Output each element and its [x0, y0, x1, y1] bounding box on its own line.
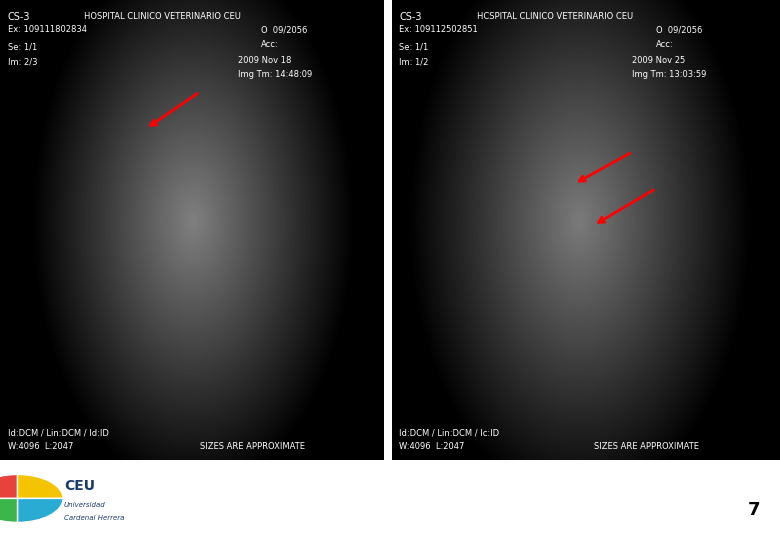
Text: Im: 2/3: Im: 2/3	[8, 57, 37, 66]
Text: HOSPITAL CLINICO VETERINARIO CEU: HOSPITAL CLINICO VETERINARIO CEU	[84, 11, 241, 21]
Text: 2009 Nov 18: 2009 Nov 18	[238, 56, 291, 65]
Wedge shape	[17, 498, 63, 522]
Text: W:4096  L:2047: W:4096 L:2047	[8, 442, 73, 451]
Text: Universidad: Universidad	[64, 502, 105, 508]
Text: CEU: CEU	[64, 478, 95, 492]
Wedge shape	[17, 475, 63, 498]
Text: SIZES ARE APPROXIMATE: SIZES ARE APPROXIMATE	[594, 442, 699, 451]
Text: W:4096  L:2047: W:4096 L:2047	[399, 442, 465, 451]
Text: Acc:: Acc:	[261, 40, 278, 50]
Text: CS-3: CS-3	[8, 11, 30, 22]
Text: Im: 1/2: Im: 1/2	[399, 57, 429, 66]
Text: Img Tm: 14:48:09: Img Tm: 14:48:09	[238, 70, 312, 79]
Wedge shape	[0, 475, 17, 498]
Wedge shape	[0, 498, 17, 522]
Text: O  09/2056: O 09/2056	[656, 25, 702, 35]
Text: HCSPITAL CLINICO VETERINARIO CEU: HCSPITAL CLINICO VETERINARIO CEU	[477, 11, 633, 21]
Text: Cardenal Herrera: Cardenal Herrera	[64, 515, 124, 521]
Text: 2009 Nov 25: 2009 Nov 25	[633, 56, 686, 65]
Text: Img Tm: 13:03:59: Img Tm: 13:03:59	[633, 70, 707, 79]
Text: Ex: 109112502851: Ex: 109112502851	[399, 25, 478, 35]
Text: O  09/2056: O 09/2056	[261, 25, 307, 35]
Text: Id:DCM / Lin:DCM / Id:ID: Id:DCM / Lin:DCM / Id:ID	[8, 429, 108, 438]
Text: Acc:: Acc:	[656, 40, 673, 50]
Text: 7: 7	[748, 501, 760, 518]
Text: Id:DCM / Lin:DCM / Ic:ID: Id:DCM / Lin:DCM / Ic:ID	[399, 429, 499, 438]
Text: Se: 1/1: Se: 1/1	[8, 42, 37, 51]
Text: Ex: 109111802834: Ex: 109111802834	[8, 25, 87, 35]
Text: Fig2: Imagen lat-lat  EPD: Fig2: Imagen lat-lat EPD	[470, 443, 590, 453]
Text: Se: 1/1: Se: 1/1	[399, 42, 428, 51]
Text: Fig 1: Imagen v-d  EPD: Fig 1: Imagen v-d EPD	[155, 443, 266, 453]
Text: CS-3: CS-3	[399, 11, 422, 22]
Text: SIZES ARE APPROXIMATE: SIZES ARE APPROXIMATE	[200, 442, 304, 451]
